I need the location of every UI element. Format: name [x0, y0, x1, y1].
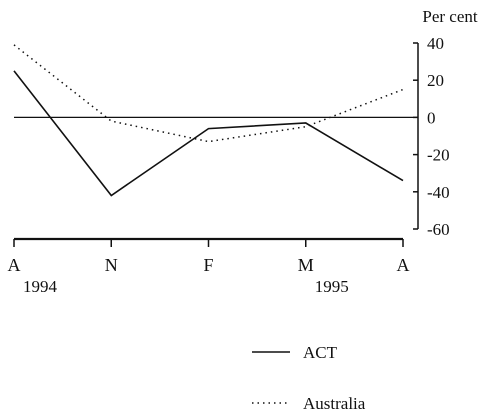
x-tick-label: M: [298, 255, 314, 275]
x-tick-label: F: [203, 255, 213, 275]
x-tick-label: N: [105, 255, 118, 275]
series-layer: [13, 44, 404, 197]
x-tick-label: A: [397, 255, 410, 275]
y-tick-label: -20: [427, 146, 450, 165]
y-axis-label: Per cent: [422, 7, 478, 26]
legend-label-australia: Australia: [303, 394, 366, 412]
y-tick-label: -40: [427, 183, 450, 202]
legend: ACT Australia: [252, 343, 366, 412]
y-axis-ticks: 40 20 0 -20 -40 -60: [413, 34, 450, 239]
year-label-1994: 1994: [23, 277, 58, 296]
y-tick-label: 40: [427, 34, 444, 53]
y-tick-label: -60: [427, 220, 450, 239]
series-line-australia: [13, 44, 404, 143]
y-tick-label: 20: [427, 71, 444, 90]
series-line-act: [13, 70, 404, 197]
legend-label-act: ACT: [303, 343, 338, 362]
year-label-1995: 1995: [315, 277, 349, 296]
y-tick-label: 0: [427, 108, 436, 127]
x-tick-label: A: [8, 255, 21, 275]
